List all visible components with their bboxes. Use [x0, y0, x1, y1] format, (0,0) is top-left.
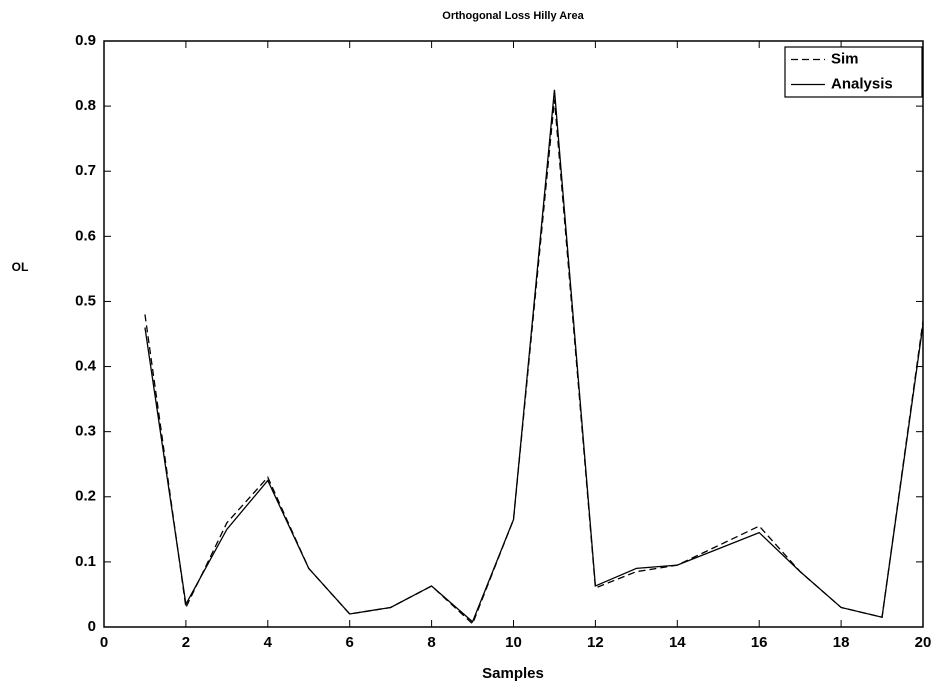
legend-box: [784, 46, 923, 98]
x-tick-label: 8: [427, 634, 435, 651]
x-tick-label: 12: [587, 634, 604, 651]
y-tick-label: 0.7: [75, 162, 96, 179]
y-axis-label: OL: [12, 260, 29, 274]
plot-frame: [103, 40, 924, 628]
chart-title: Orthogonal Loss Hilly Area: [442, 10, 584, 22]
series-line: [144, 99, 924, 625]
y-tick-label: 0: [88, 618, 96, 635]
x-tick-label: 16: [751, 634, 768, 651]
x-tick-label: 10: [505, 634, 522, 651]
y-tick-label: 0.1: [75, 553, 96, 570]
x-axis-label: Samples: [482, 665, 544, 682]
series-line: [144, 89, 924, 623]
y-tick-label: 0.8: [75, 97, 96, 114]
x-tick-label: 4: [264, 634, 273, 651]
y-tick-label: 0.9: [75, 32, 96, 49]
x-tick-label: 20: [915, 634, 932, 651]
y-tick-label: 0.6: [75, 227, 96, 244]
y-tick-label: 0.2: [75, 488, 96, 505]
y-tick-label: 0.4: [75, 358, 97, 375]
x-tick-label: 0: [100, 634, 108, 651]
legend-label: Sim: [831, 50, 859, 67]
x-tick-label: 18: [833, 634, 850, 651]
y-tick-label: 0.5: [75, 292, 96, 309]
y-tick-label: 0.3: [75, 423, 96, 440]
x-tick-label: 14: [669, 634, 686, 651]
legend-label: Analysis: [831, 75, 893, 92]
x-tick-label: 6: [346, 634, 354, 651]
x-tick-label: 2: [182, 634, 190, 651]
